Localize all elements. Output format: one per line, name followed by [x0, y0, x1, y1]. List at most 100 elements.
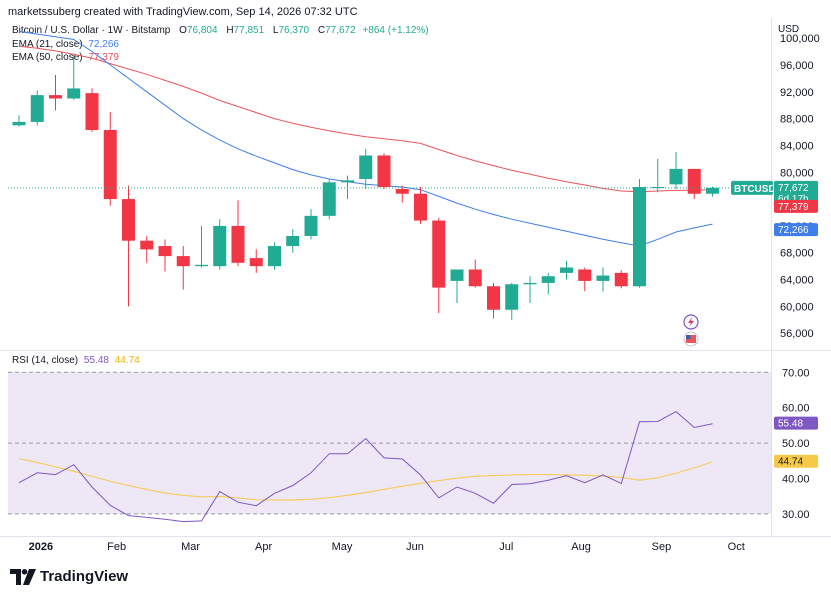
candle-body [651, 187, 665, 189]
rsi-line [18, 410, 713, 523]
ema50-label: EMA (50, close) [12, 52, 83, 63]
low-value: 76,370 [278, 25, 310, 36]
rsi-ma-line [18, 458, 713, 501]
ema21-legend[interactable]: EMA (21, close) 72,266 [12, 39, 119, 50]
candle-body [505, 284, 519, 310]
us-flag-event-icon-canton [686, 335, 691, 339]
last-price-badge-bg [774, 180, 818, 204]
currency-selector[interactable]: USD [778, 24, 800, 35]
rsi-tick-label: 30.00 [782, 509, 810, 521]
time-tick-label: Mar [181, 541, 200, 553]
candle-body [195, 264, 208, 267]
rsi-legend[interactable]: RSI (14, close) 55.48 44.74 [12, 355, 140, 366]
open-value: 76,804 [186, 25, 218, 36]
candle-body [560, 267, 573, 273]
ema50-badge-bg [774, 199, 818, 213]
ema50-legend[interactable]: EMA (50, close) 77,379 [12, 52, 119, 63]
time-tick-label: Apr [255, 541, 272, 553]
low-label: L [272, 25, 279, 36]
ema21-badge-text: 72,266 [778, 225, 809, 236]
us-flag-event-icon [683, 331, 699, 347]
candle-body [523, 282, 537, 285]
time-tick-label: Jun [406, 541, 424, 553]
ema21-value: 72,266 [88, 39, 119, 50]
candle-body [578, 269, 592, 281]
candle-body [432, 220, 446, 288]
tradingview-logo-icon [10, 568, 36, 585]
symbol-label[interactable]: Bitcoin / U.S. Dollar · 1W · Bitstamp [12, 25, 171, 36]
last-price-badge-text: 6d 17h [778, 194, 809, 205]
candle-body [541, 276, 555, 283]
rsi-tick-label: 70.00 [782, 367, 810, 379]
candle-body [706, 187, 719, 194]
change-value: +864 (+1.12%) [362, 25, 429, 36]
candle-body [249, 258, 263, 267]
price-tick-label: 56,000 [780, 328, 814, 340]
time-tick-label: Aug [571, 541, 591, 553]
rsi-badge: 55.48 [774, 416, 818, 430]
candle-body [12, 121, 26, 126]
candle-body [268, 246, 281, 267]
rsi-ma-badge-bg [774, 454, 818, 468]
last-price-badge-text: 77,672 [778, 183, 809, 194]
tradingview-logo-text: TradingView [40, 568, 129, 585]
rsi-badge-text: 55.48 [778, 419, 803, 430]
us-flag-event-icon-stripes [686, 335, 696, 343]
time-tick-label: Sep [652, 541, 672, 553]
price-tick-label: 96,000 [780, 60, 814, 72]
ema21-badge-bg [774, 223, 818, 237]
time-tick-label: Feb [107, 541, 126, 553]
candle-body [596, 275, 610, 281]
candle-body [669, 168, 683, 185]
candle-body [450, 269, 464, 281]
ema21-badge: 72,266 [774, 223, 818, 237]
price-tick-label: 84,000 [780, 140, 814, 152]
rsi-tick-label: 60.00 [782, 403, 810, 415]
candle-body [140, 240, 154, 250]
price-tick-label: 92,000 [780, 87, 814, 99]
candle-body [103, 130, 117, 200]
ema50-badge: 77,379 [774, 199, 818, 213]
ema50-value: 77,379 [88, 52, 119, 63]
candle-body [67, 88, 81, 99]
candle-body [633, 187, 646, 287]
candle-body [468, 269, 482, 287]
candle-body [49, 95, 62, 99]
close-value: 77,672 [325, 25, 356, 36]
lightning-event-icon [683, 314, 699, 330]
chart-author-line: marketssuberg created with TradingView.c… [8, 6, 358, 18]
rsi-label: RSI (14, close) [12, 355, 79, 366]
lightning-event-icon-bolt [688, 317, 694, 327]
rsi-tick-label: 40.00 [782, 473, 810, 485]
high-value: 77,851 [233, 25, 265, 36]
candle-body [231, 225, 245, 263]
rsi-pane [8, 371, 771, 523]
candle-body [414, 193, 427, 221]
ticker-badge-text: BTCUSD [734, 184, 776, 195]
candle-body [85, 93, 99, 131]
candle-body [158, 246, 172, 257]
candle-body [487, 286, 500, 310]
time-tick-label: Oct [728, 541, 745, 553]
close-label: C [317, 25, 326, 36]
price-tick-label: 88,000 [780, 114, 814, 126]
time-tick-label: May [332, 541, 353, 553]
candle-body [614, 272, 628, 287]
candle-body [322, 182, 336, 216]
event-icons[interactable] [683, 314, 699, 347]
candle-body [30, 95, 44, 122]
ticker-badge [731, 180, 773, 195]
high-label: H [226, 25, 234, 36]
rsi-badge-bg [774, 416, 818, 430]
candle-body [341, 180, 354, 183]
rsi-ma-badge: 44.74 [774, 454, 818, 468]
price-legend: Bitcoin / U.S. Dollar · 1W · Bitstamp O7… [12, 25, 429, 36]
price-tick-label: 80,000 [780, 167, 814, 179]
candle-body [304, 215, 318, 236]
open-label: O [179, 25, 187, 36]
rsi-ma-value: 44.74 [114, 355, 140, 366]
rsi-ma-badge-text: 44.74 [778, 457, 803, 468]
